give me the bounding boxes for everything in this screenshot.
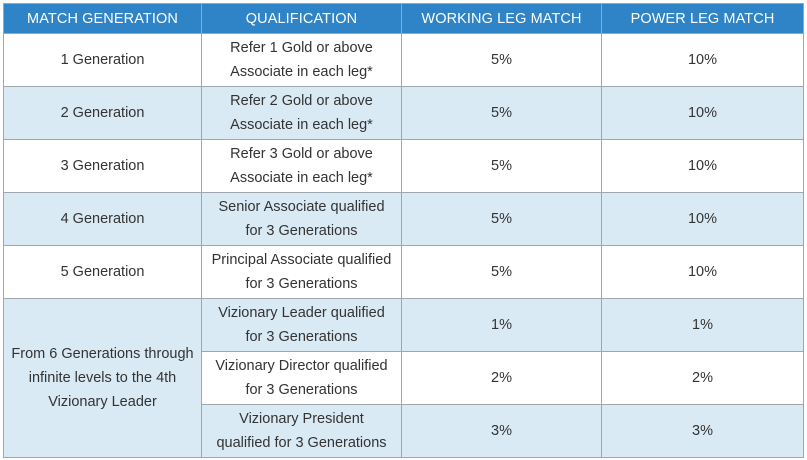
header-power-leg-match: POWER LEG MATCH	[601, 3, 804, 34]
qualification-line: for 3 Generations	[245, 329, 358, 345]
table-header-row: MATCH GENERATION QUALIFICATION WORKING L…	[3, 3, 804, 34]
generation-cell: 3 Generation	[3, 139, 202, 193]
generation-cell: 4 Generation	[3, 192, 202, 246]
power-leg-cell: 2%	[601, 351, 804, 405]
power-leg-cell: 1%	[601, 298, 804, 352]
header-qualification: QUALIFICATION	[201, 3, 402, 34]
qualification-line: Associate in each leg*	[230, 170, 373, 186]
working-leg-cell: 3%	[401, 404, 602, 458]
table-row: 2 Generation Refer 2 Gold or above Associ…	[3, 86, 804, 140]
working-leg-cell: 5%	[401, 139, 602, 193]
generation-line: infinite levels to the 4th	[28, 370, 177, 386]
qualification-line: qualified for 3 Generations	[216, 435, 387, 451]
qualification-line: for 3 Generations	[245, 382, 358, 398]
generation-line: From 6 Generations through	[11, 346, 194, 362]
generation-cell: 2 Generation	[3, 86, 202, 140]
working-leg-cell: 2%	[401, 351, 602, 405]
working-leg-cell: 5%	[401, 245, 602, 299]
qualification-cell: Vizionary Director qualified for 3 Genera…	[201, 351, 402, 405]
power-leg-cell: 10%	[601, 192, 804, 246]
qualification-line: Vizionary Leader qualified	[218, 305, 385, 321]
qualification-line: for 3 Generations	[245, 223, 358, 239]
power-leg-cell: 10%	[601, 245, 804, 299]
qualification-line: Refer 3 Gold or above	[230, 146, 373, 162]
header-working-leg-match: WORKING LEG MATCH	[401, 3, 602, 34]
working-leg-cell: 5%	[401, 192, 602, 246]
merged-generation-cell: From 6 Generations through infinite level…	[3, 298, 202, 458]
qualification-cell: Refer 2 Gold or above Associate in each l…	[201, 86, 402, 140]
generation-match-table: MATCH GENERATION QUALIFICATION WORKING L…	[3, 3, 804, 458]
table-row: Vizionary President qualified for 3 Gener…	[4, 404, 804, 458]
header-match-generation: MATCH GENERATION	[3, 3, 202, 34]
qualification-cell: Vizionary President qualified for 3 Gener…	[201, 404, 402, 458]
table-row: From 6 Generations through infinite level…	[3, 298, 804, 458]
qualification-line: Refer 2 Gold or above	[230, 93, 373, 109]
qualification-cell: Senior Associate qualified for 3 Generati…	[201, 192, 402, 246]
qualification-cell: Refer 1 Gold or above Associate in each l…	[201, 33, 402, 87]
generation-line: Vizionary Leader	[48, 394, 157, 410]
table-row: 4 Generation Senior Associate qualified f…	[3, 192, 804, 246]
power-leg-cell: 10%	[601, 86, 804, 140]
qualification-line: for 3 Generations	[245, 276, 358, 292]
table-row: 1 Generation Refer 1 Gold or above Associ…	[3, 33, 804, 87]
power-leg-cell: 10%	[601, 33, 804, 87]
working-leg-cell: 5%	[401, 86, 602, 140]
qualification-line: Associate in each leg*	[230, 64, 373, 80]
qualification-line: Senior Associate qualified	[218, 199, 385, 215]
working-leg-cell: 5%	[401, 33, 602, 87]
qualification-line: Associate in each leg*	[230, 117, 373, 133]
qualification-cell: Refer 3 Gold or above Associate in each l…	[201, 139, 402, 193]
power-leg-cell: 3%	[601, 404, 804, 458]
table-row: 5 Generation Principal Associate qualifi…	[3, 245, 804, 299]
generation-cell: 5 Generation	[3, 245, 202, 299]
qualification-cell: Principal Associate qualified for 3 Gener…	[201, 245, 402, 299]
qualification-line: Vizionary President	[239, 411, 364, 427]
table-row: Vizionary Director qualified for 3 Genera…	[4, 351, 804, 405]
power-leg-cell: 10%	[601, 139, 804, 193]
qualification-cell: Vizionary Leader qualified for 3 Generati…	[201, 298, 402, 352]
working-leg-cell: 1%	[401, 298, 602, 352]
qualification-line: Vizionary Director qualified	[215, 358, 388, 374]
qualification-line: Refer 1 Gold or above	[230, 40, 373, 56]
qualification-line: Principal Associate qualified	[211, 252, 392, 268]
table-row: 3 Generation Refer 3 Gold or above Associ…	[3, 139, 804, 193]
generation-cell: 1 Generation	[3, 33, 202, 87]
